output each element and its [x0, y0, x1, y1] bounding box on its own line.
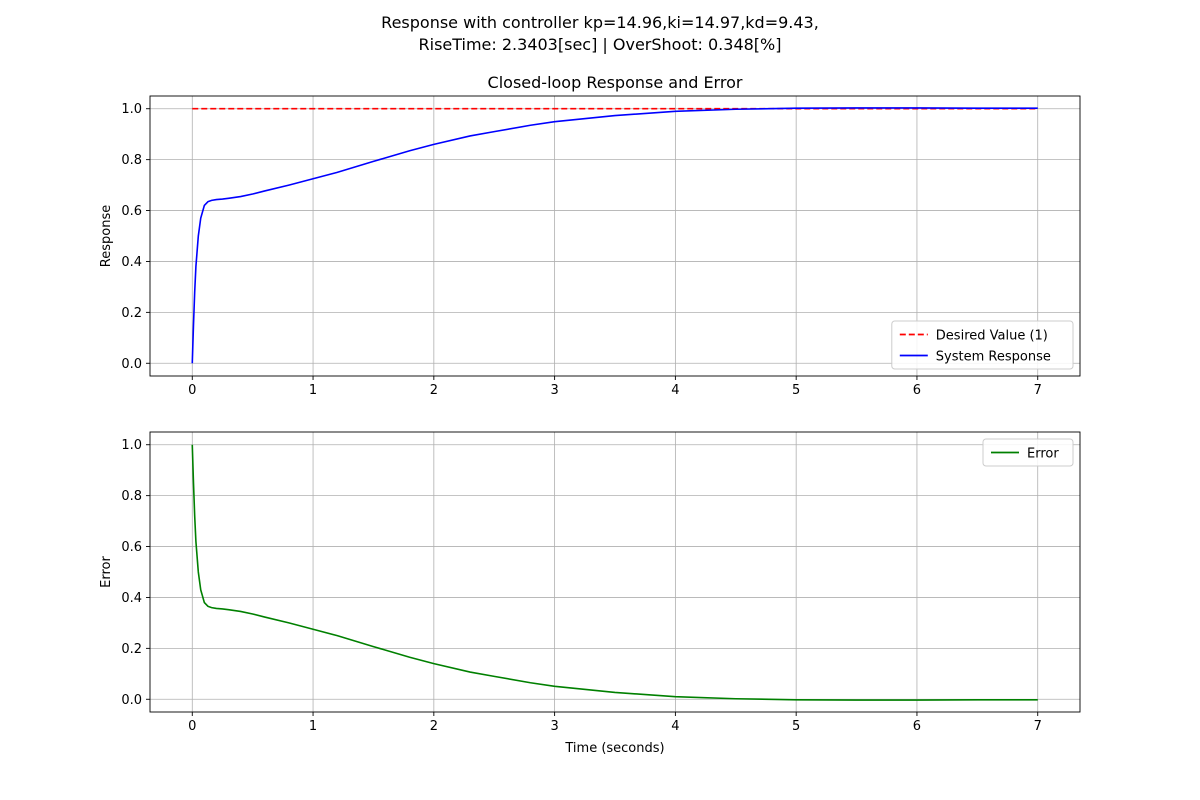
y-tick-label: 0.2: [121, 642, 142, 657]
y-tick-label: 0.4: [121, 591, 142, 606]
legend-label: Desired Value (1): [936, 329, 1048, 344]
subplot-2: 0 1 2 3 4 5 6 7 0.0 0.2 0.4 0.6 0.8 1.0 Error Time (sec…: [99, 431, 1081, 756]
axes-frame: [149, 431, 1081, 713]
x-tick-label: 2: [430, 383, 438, 398]
y-axis-label: Response: [99, 205, 114, 267]
y-tick-label: 0.6: [121, 204, 142, 219]
y-tick-label: 0.8: [121, 153, 142, 168]
legend-box: [982, 438, 1074, 467]
legend-label: Error: [1027, 447, 1059, 462]
axes-frame: [149, 95, 1081, 377]
x-axis-label: Time (seconds): [564, 741, 664, 756]
x-tick-label: 4: [671, 383, 679, 398]
x-tick-label: 1: [309, 383, 317, 398]
x-tick-label: 6: [913, 383, 921, 398]
y-tick-label: 0.6: [121, 540, 142, 555]
x-tick-label: 2: [430, 719, 438, 734]
x-tick-label: 5: [792, 383, 800, 398]
x-tick-label: 1: [309, 719, 317, 734]
y-tick-label: 0.0: [121, 693, 142, 708]
x-tick-label: 3: [550, 383, 558, 398]
x-tick-label: 0: [188, 719, 196, 734]
y-tick-label: 1.0: [121, 102, 142, 117]
x-tick-label: 3: [550, 719, 558, 734]
x-tick-label: 0: [188, 383, 196, 398]
y-tick-label: 0.0: [121, 357, 142, 372]
subplot-title: Closed-loop Response and Error: [488, 73, 743, 92]
y-tick-label: 0.8: [121, 489, 142, 504]
y-axis-label: Error: [99, 556, 114, 588]
y-tick-label: 0.2: [121, 306, 142, 321]
legend-label: System Response: [936, 350, 1051, 365]
x-tick-label: 6: [913, 719, 921, 734]
legend-box: [891, 320, 1074, 370]
figure-suptitle-line-1: Response with controller kp=14.96,ki=14.…: [381, 13, 819, 32]
figure-suptitle-line-2: RiseTime: 2.3403[sec] | OverShoot: 0.348…: [418, 35, 782, 54]
legend: Desired Value (1) System Response: [891, 320, 1074, 370]
x-tick-label: 7: [1034, 383, 1042, 398]
y-tick-label: 1.0: [121, 438, 142, 453]
series-line-system-response: [191, 107, 1038, 364]
x-tick-label: 4: [671, 719, 679, 734]
legend: Error: [982, 438, 1074, 467]
y-tick-label: 0.4: [121, 255, 142, 270]
x-tick-label: 5: [792, 719, 800, 734]
series-line-error: [191, 444, 1038, 701]
subplot-1: 0 1 2 3 4 5 6 7 0.0 0.2 0.4 0.6 0.8 1.0 Closed-loop Re…: [99, 73, 1081, 398]
x-tick-label: 7: [1034, 719, 1042, 734]
